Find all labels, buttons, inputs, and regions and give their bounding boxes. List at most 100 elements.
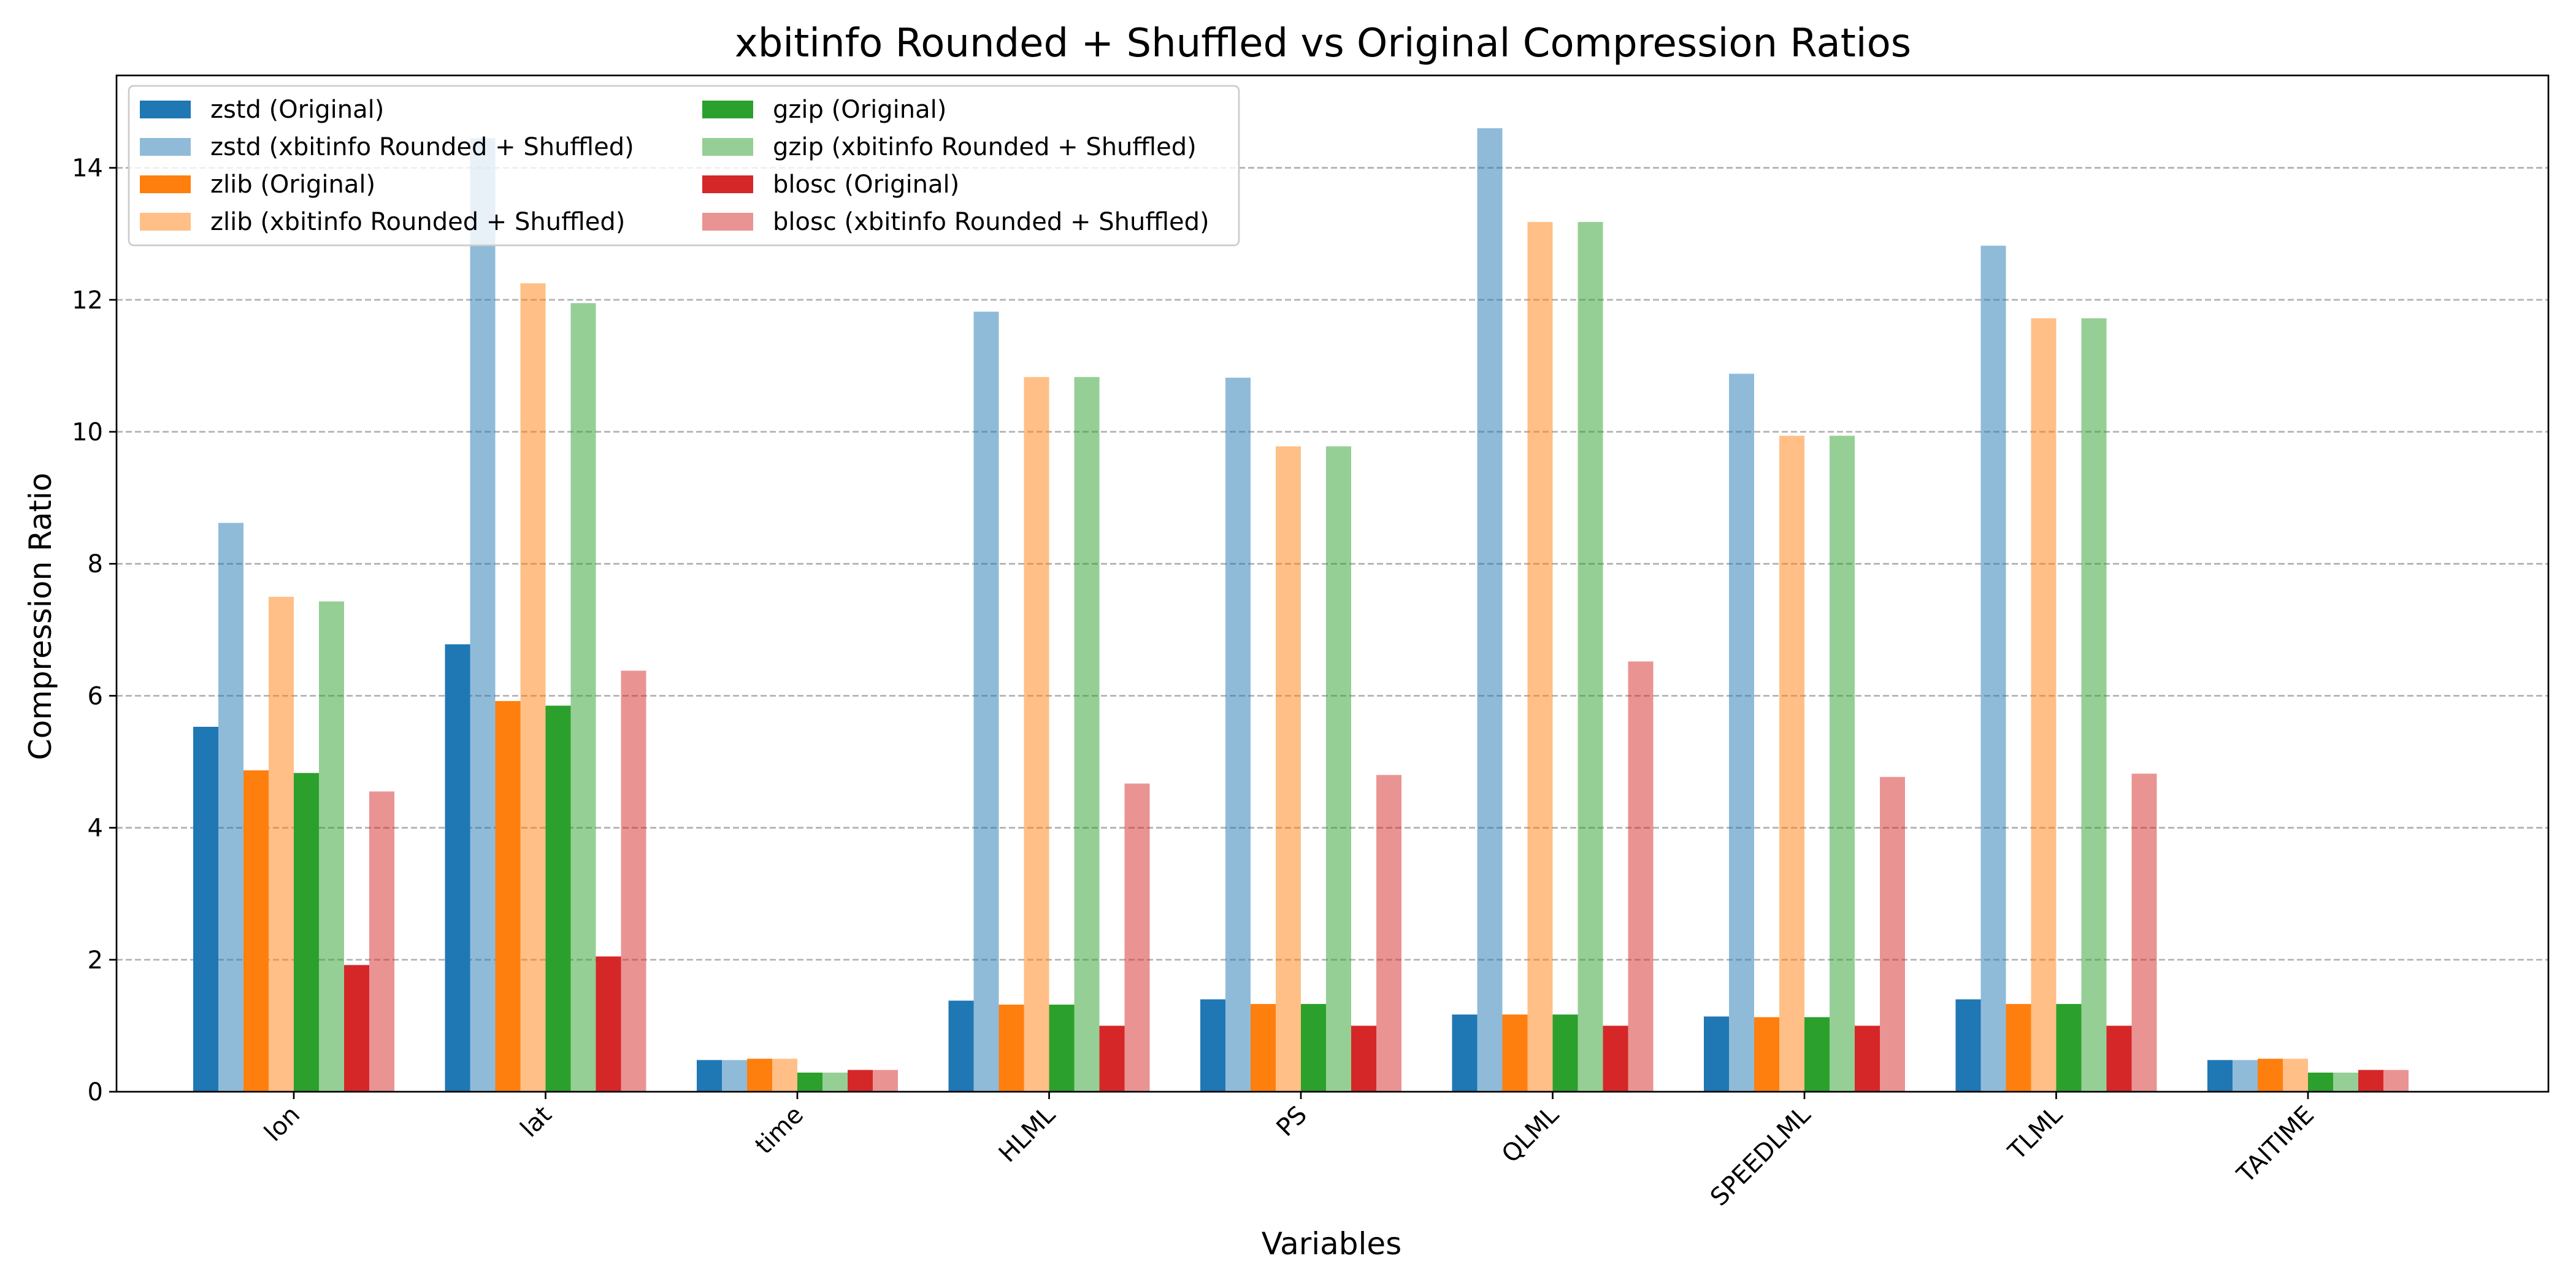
legend-label: gzip (Original) <box>773 96 946 124</box>
bar <box>445 644 470 1092</box>
legend: zstd (Original) zstd (xbitinfo Rounded + … <box>128 85 1240 247</box>
bar <box>2308 1072 2333 1092</box>
bar <box>1804 1017 1830 1092</box>
bar <box>1527 221 1553 1092</box>
bar <box>2383 1070 2409 1092</box>
bar <box>1225 377 1251 1092</box>
bar <box>822 1072 848 1092</box>
bar <box>218 523 243 1092</box>
x-axis-label: Variables <box>1262 1226 1402 1262</box>
bar <box>1477 128 1503 1092</box>
chart-title: xbitinfo Rounded + Shuffled vs Original … <box>735 21 1911 66</box>
bar <box>1552 1014 1578 1092</box>
bar <box>1754 1017 1779 1092</box>
y-tick-label: 12 <box>72 286 103 315</box>
y-axis-label: Compression Ratio <box>23 473 58 761</box>
bar <box>1830 435 1855 1092</box>
bar <box>1326 446 1351 1092</box>
bar <box>1024 377 1049 1092</box>
bar <box>1603 1025 1628 1092</box>
y-tick-label: 0 <box>88 1078 103 1106</box>
bar <box>2207 1060 2233 1092</box>
bar-series <box>193 128 2409 1092</box>
bar <box>2258 1059 2283 1092</box>
bar <box>570 303 596 1092</box>
bar <box>344 965 369 1092</box>
bar <box>1251 1003 1276 1092</box>
bar <box>2006 1003 2031 1092</box>
bar <box>193 726 218 1092</box>
bar <box>2333 1072 2358 1092</box>
bar <box>772 1059 797 1092</box>
y-tick-label: 10 <box>72 418 103 447</box>
bar <box>1074 377 1100 1092</box>
bar <box>1502 1014 1528 1092</box>
bar <box>2031 318 2057 1092</box>
bar <box>1200 999 1225 1092</box>
y-axis: 0 2 4 6 8 10 12 14 <box>72 155 117 1106</box>
legend-swatch <box>140 101 191 118</box>
bar <box>369 791 394 1092</box>
bar <box>470 138 496 1092</box>
legend-swatch <box>702 213 753 231</box>
legend-swatch <box>702 175 753 193</box>
bar <box>2131 773 2157 1092</box>
legend-label: blosc (xbitinfo Rounded + Shuffled) <box>773 208 1209 236</box>
bar <box>1980 245 2006 1092</box>
bar <box>2056 1003 2082 1092</box>
bar <box>1628 661 1654 1092</box>
bar <box>873 1070 898 1092</box>
bar <box>545 705 571 1092</box>
bar <box>1955 999 1981 1092</box>
plot-frame <box>115 74 2550 1093</box>
legend-label: gzip (xbitinfo Rounded + Shuffled) <box>773 133 1197 161</box>
y-tick-label: 6 <box>88 682 103 710</box>
legend-swatch <box>140 138 191 156</box>
bar <box>1729 374 1754 1092</box>
bar <box>243 770 269 1092</box>
legend-label: zstd (xbitinfo Rounded + Shuffled) <box>210 133 634 161</box>
bar <box>797 1072 822 1092</box>
legend-swatch <box>702 138 753 156</box>
y-tick-label: 14 <box>72 155 103 183</box>
bar <box>1376 775 1401 1092</box>
bar <box>520 283 546 1092</box>
bar <box>1301 1003 1326 1092</box>
bar <box>848 1070 873 1092</box>
bar <box>1880 776 1905 1092</box>
bar <box>495 701 521 1092</box>
bar <box>2081 318 2107 1092</box>
legend-box <box>128 85 1240 247</box>
bar <box>1779 435 1804 1092</box>
bar <box>1049 1004 1075 1092</box>
bar <box>722 1060 747 1092</box>
legend-label: zlib (Original) <box>210 171 375 199</box>
bar <box>999 1004 1024 1092</box>
bar <box>973 312 999 1092</box>
legend-swatch <box>140 213 191 231</box>
bar <box>269 597 294 1092</box>
bar <box>2233 1060 2258 1092</box>
bar <box>1276 446 1301 1092</box>
y-tick-label: 4 <box>88 815 103 843</box>
legend-label: blosc (Original) <box>773 171 959 199</box>
bar <box>596 956 621 1092</box>
legend-swatch <box>702 101 753 118</box>
bar <box>1099 1025 1125 1092</box>
bar <box>948 1000 974 1092</box>
bar <box>621 670 646 1092</box>
y-tick-label: 2 <box>88 946 103 975</box>
bar <box>2358 1070 2383 1092</box>
bar <box>2106 1025 2132 1092</box>
bar <box>1855 1025 1880 1092</box>
bar <box>697 1060 722 1092</box>
y-tick-label: 8 <box>88 550 103 578</box>
bar <box>1704 1016 1729 1092</box>
legend-swatch <box>140 175 191 193</box>
bar <box>1577 221 1603 1092</box>
bar <box>1124 783 1150 1092</box>
legend-label: zlib (xbitinfo Rounded + Shuffled) <box>210 208 625 236</box>
bar <box>319 601 344 1092</box>
bar <box>1351 1025 1376 1092</box>
